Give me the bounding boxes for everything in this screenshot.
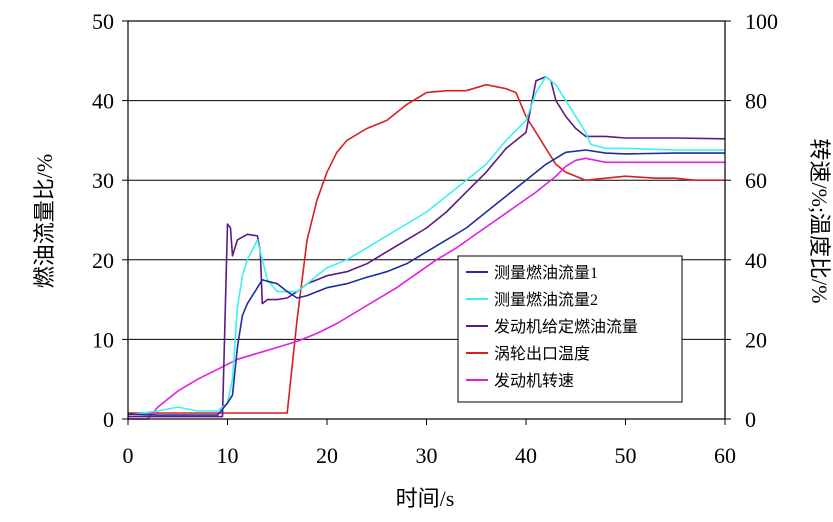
y-left-tick-labels: 0 10 20 30 40 50 [92,9,114,432]
x-tick-label: 60 [714,443,736,468]
x-tick-label: 0 [123,443,134,468]
legend-label: 发动机给定燃油流量 [494,318,638,336]
legend-label: 测量燃油流量1 [494,264,598,282]
y-right-tick-label: 100 [745,9,778,34]
y-left-tick-label: 20 [92,248,114,273]
series-line [128,157,725,420]
series-line [127,75,725,416]
x-tick-label: 30 [416,443,438,468]
y-left-tick-label: 10 [92,327,114,352]
series-line [127,149,725,416]
x-tick-label: 10 [217,443,239,468]
y-left-tick-label: 30 [92,168,114,193]
x-tick-label: 20 [316,443,338,468]
y-right-tick-label: 40 [745,248,767,273]
y-right-tick-label: 0 [745,407,756,432]
y-right-tick-labels: 0 20 40 60 80 100 [745,9,778,432]
series-line [128,75,726,418]
x-tick-label: 40 [515,443,537,468]
x-axis-title: 时间/s [396,486,455,511]
series-line [128,83,725,414]
x-tick-label: 50 [615,443,637,468]
y-right-tick-label: 60 [745,168,767,193]
series-lines [127,75,726,420]
y-right-tick-label: 80 [745,89,767,114]
y-right-axis-title: 转速/%;温度比/% [807,139,832,304]
y-left-tick-label: 0 [103,407,114,432]
legend-box [457,255,683,403]
y-right-tick-label: 20 [745,327,767,352]
x-tick-labels: 0 10 20 30 40 50 60 [123,443,737,468]
y-left-tick-label: 40 [92,89,114,114]
y-left-axis-title: 燃油流量比/% [32,154,57,288]
tick-marks [122,20,731,425]
legend-label: 发动机转速 [494,372,574,390]
legend-label: 涡轮出口温度 [494,345,590,363]
legend-label: 测量燃油流量2 [494,291,598,309]
y-left-tick-label: 50 [92,9,114,34]
